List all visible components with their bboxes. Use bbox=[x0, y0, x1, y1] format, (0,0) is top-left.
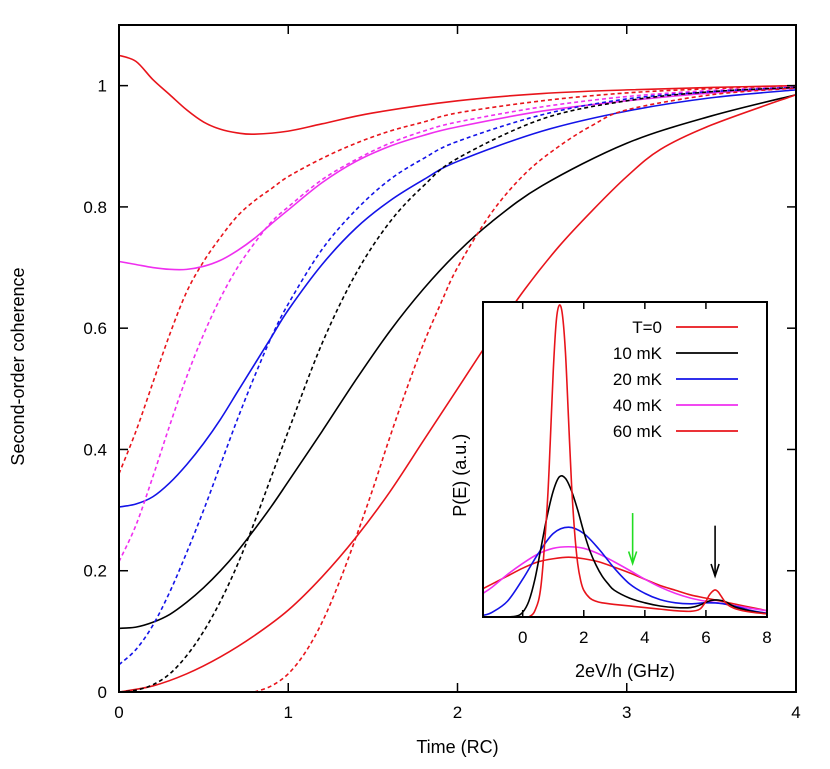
main-x-tick-label: 2 bbox=[453, 703, 462, 722]
main-series-line-3 bbox=[119, 89, 796, 508]
main-series-line-6 bbox=[119, 84, 796, 475]
inset-y-axis-title: P(E) (a.u.) bbox=[450, 434, 470, 517]
main-x-tick-label: 4 bbox=[791, 703, 800, 722]
main-series-line-2 bbox=[119, 87, 796, 271]
main-plot-series bbox=[119, 54, 796, 692]
main-series-line-4 bbox=[119, 93, 796, 630]
inset-arrow-2 bbox=[710, 525, 720, 579]
legend-entry: 60 mK bbox=[613, 422, 738, 441]
inset-x-tick-label: 8 bbox=[762, 628, 771, 647]
inset-x-tick-label: 2 bbox=[579, 628, 588, 647]
inset-series-line-3 bbox=[483, 526, 767, 617]
main-x-axis-title: Time (RC) bbox=[416, 737, 498, 757]
legend-label: T=0 bbox=[632, 318, 662, 337]
legend-label: 10 mK bbox=[613, 344, 663, 363]
inset-arrows bbox=[627, 513, 720, 579]
main-series-line-5 bbox=[119, 93, 796, 692]
inset-arrow-1 bbox=[627, 513, 638, 566]
inset-plot-series bbox=[483, 304, 767, 617]
main-y-tick-label: 0.4 bbox=[83, 440, 107, 459]
main-y-tick-label: 0.2 bbox=[83, 562, 107, 581]
main-series-line-8 bbox=[119, 86, 796, 666]
inset-x-tick-label: 0 bbox=[518, 628, 527, 647]
main-x-tick-label: 0 bbox=[114, 703, 123, 722]
inset-legend: T=0 10 mK 20 mK 40 mK 60 mK bbox=[613, 318, 738, 441]
legend-entry: 10 mK bbox=[613, 344, 738, 363]
legend-label: 20 mK bbox=[613, 370, 663, 389]
main-x-tick-label: 3 bbox=[622, 703, 631, 722]
inset-x-axis-title: 2eV/h (GHz) bbox=[575, 661, 675, 681]
legend-entry: 40 mK bbox=[613, 396, 738, 415]
inset-series-line-1 bbox=[528, 304, 767, 617]
inset-x-tick-label: 6 bbox=[701, 628, 710, 647]
main-series-line-10 bbox=[254, 87, 796, 692]
legend-label: 40 mK bbox=[613, 396, 663, 415]
main-y-tick-label: 0.6 bbox=[83, 319, 107, 338]
main-y-tick-label: 0 bbox=[98, 683, 107, 702]
main-plot-ticks: 0 1 2 3 4 0 0.2 0.4 0.6 0.8 1 bbox=[83, 25, 801, 722]
legend-entry: 20 mK bbox=[613, 370, 738, 389]
legend-label: 60 mK bbox=[613, 422, 663, 441]
inset-plot: T=0 10 mK 20 mK 40 mK 60 mK 0 2 4 6 8 2eV/h (GHz… bbox=[450, 301, 772, 681]
legend-entry: T=0 bbox=[632, 318, 738, 337]
inset-x-tick-label: 4 bbox=[640, 628, 649, 647]
inset-plot-frame bbox=[482, 301, 768, 618]
inset-plot-ticks: 0 2 4 6 8 bbox=[518, 302, 772, 647]
main-y-tick-label: 0.8 bbox=[83, 198, 107, 217]
main-series-line-1 bbox=[119, 54, 796, 136]
inset-series-line-2 bbox=[507, 474, 767, 617]
main-x-tick-label: 1 bbox=[284, 703, 293, 722]
main-y-tick-label: 1 bbox=[98, 77, 107, 96]
main-y-axis-title: Second-order coherence bbox=[8, 267, 28, 465]
